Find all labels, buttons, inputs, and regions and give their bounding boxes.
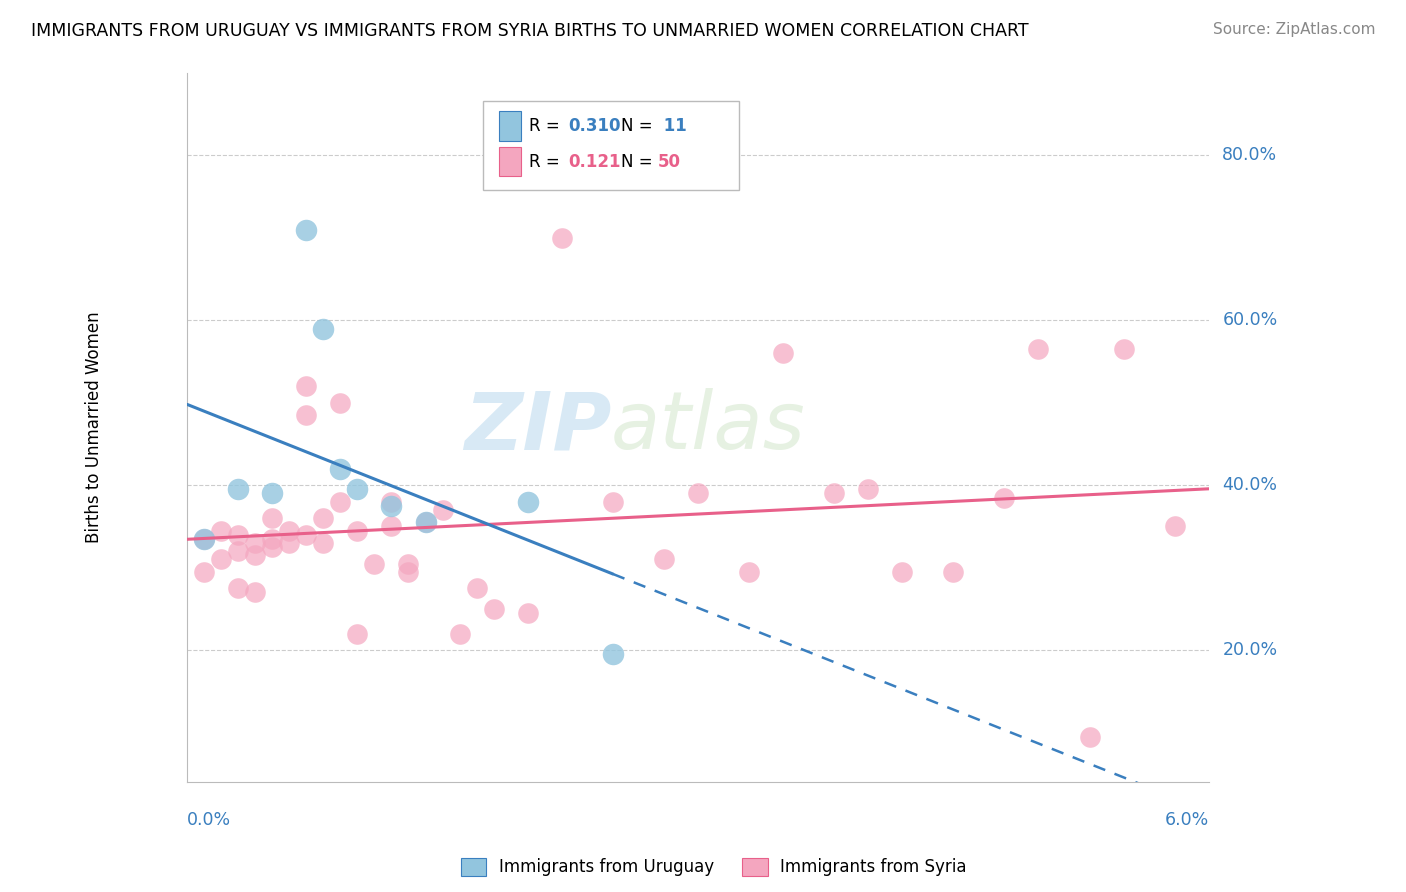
Text: atlas: atlas [612, 389, 806, 467]
Point [551, 231, 574, 245]
Point [1163, 519, 1185, 533]
Point [482, 602, 505, 616]
Point [1112, 342, 1135, 356]
Point [380, 499, 402, 513]
Text: 40.0%: 40.0% [1222, 476, 1278, 494]
Text: R =: R = [530, 117, 565, 136]
Point [278, 524, 301, 538]
Point [465, 581, 488, 595]
Point [262, 540, 284, 554]
Point [245, 536, 267, 550]
Bar [499, 146, 522, 177]
Text: 0.0%: 0.0% [187, 811, 231, 829]
Point [262, 532, 284, 546]
Text: R =: R = [530, 153, 565, 170]
Point [295, 527, 318, 541]
Text: Immigrants from Uruguay: Immigrants from Uruguay [499, 858, 714, 876]
Point [295, 379, 318, 393]
Point [329, 396, 352, 410]
Point [346, 626, 368, 640]
Point [226, 483, 249, 497]
Point [415, 516, 437, 530]
Point [193, 532, 215, 546]
Text: Immigrants from Syria: Immigrants from Syria [780, 858, 967, 876]
Point [226, 581, 249, 595]
Point [209, 552, 232, 566]
Point [1028, 342, 1050, 356]
Point [262, 486, 284, 500]
Point [193, 532, 215, 546]
Point [1078, 730, 1101, 744]
Point [209, 524, 232, 538]
Point [312, 511, 335, 525]
Point [738, 565, 761, 579]
Point [295, 408, 318, 422]
Text: 6.0%: 6.0% [1164, 811, 1209, 829]
Text: 0.310: 0.310 [568, 117, 620, 136]
Point [312, 321, 335, 335]
Text: N =: N = [621, 153, 658, 170]
Bar [499, 112, 522, 141]
Point [245, 585, 267, 599]
Point [942, 565, 965, 579]
Point [858, 483, 880, 497]
Point [686, 486, 709, 500]
Text: 60.0%: 60.0% [1222, 311, 1278, 329]
Text: IMMIGRANTS FROM URUGUAY VS IMMIGRANTS FROM SYRIA BIRTHS TO UNMARRIED WOMEN CORRE: IMMIGRANTS FROM URUGUAY VS IMMIGRANTS FR… [31, 22, 1029, 40]
Point [398, 557, 420, 571]
Point [432, 503, 454, 517]
Text: 11: 11 [658, 117, 688, 136]
Text: N =: N = [621, 117, 658, 136]
Point [226, 544, 249, 558]
Text: Births to Unmarried Women: Births to Unmarried Women [84, 311, 103, 543]
Point [993, 491, 1015, 505]
Point [380, 519, 402, 533]
Text: 20.0%: 20.0% [1222, 641, 1278, 659]
Point [262, 511, 284, 525]
Point [652, 552, 675, 566]
Text: 50: 50 [658, 153, 681, 170]
Point [295, 222, 318, 236]
Point [245, 548, 267, 562]
Point [346, 524, 368, 538]
Text: 0.121: 0.121 [568, 153, 620, 170]
Point [449, 626, 471, 640]
Text: ZIP: ZIP [464, 389, 612, 467]
Point [278, 536, 301, 550]
Point [602, 494, 624, 508]
Point [823, 486, 845, 500]
Point [516, 606, 538, 620]
Point [226, 527, 249, 541]
Point [602, 647, 624, 661]
Point [398, 565, 420, 579]
Point [516, 494, 538, 508]
Point [329, 461, 352, 475]
Point [415, 516, 437, 530]
Point [380, 494, 402, 508]
Point [312, 536, 335, 550]
Text: 80.0%: 80.0% [1222, 146, 1278, 164]
FancyBboxPatch shape [484, 102, 738, 190]
Point [363, 557, 385, 571]
Point [346, 483, 368, 497]
Point [891, 565, 914, 579]
Point [193, 565, 215, 579]
Text: Source: ZipAtlas.com: Source: ZipAtlas.com [1212, 22, 1375, 37]
Point [772, 346, 794, 360]
Point [329, 494, 352, 508]
